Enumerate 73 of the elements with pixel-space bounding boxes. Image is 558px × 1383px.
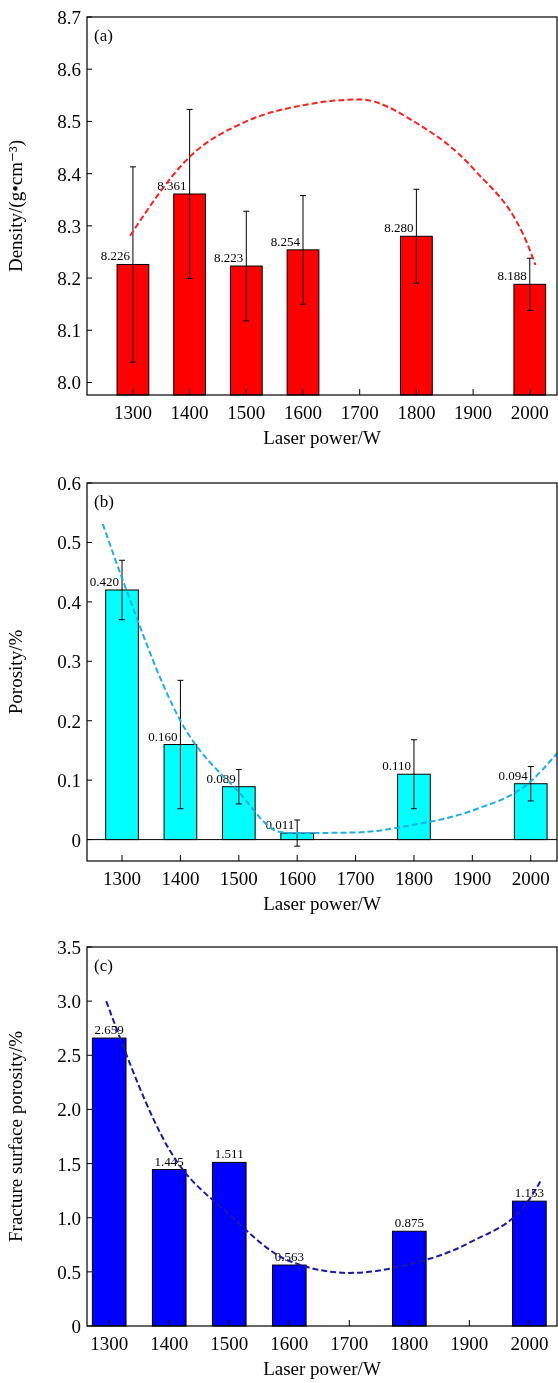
x-tick-label: 1800	[390, 1333, 429, 1354]
y-tick-label: 8.5	[57, 111, 81, 133]
y-tick-label: 8.0	[57, 372, 81, 394]
data-label: 1.511	[214, 1146, 244, 1162]
data-label: 0.094	[498, 767, 529, 783]
x-tick-label: 1600	[278, 868, 317, 889]
x-tick-label: 1900	[454, 402, 493, 423]
x-tick-label: 1600	[284, 402, 323, 423]
x-tick-label: 1300	[103, 868, 142, 889]
x-tick-label: 1800	[397, 402, 436, 423]
y-tick-label: 0.4	[57, 591, 82, 613]
data-label: 0.089	[206, 770, 236, 786]
annotation: (c)	[94, 956, 113, 975]
x-tick-label: 1300	[90, 1333, 129, 1354]
x-tick-label: 1400	[161, 868, 200, 889]
data-label: 0.011	[265, 817, 295, 833]
x-tick-label: 1700	[330, 1333, 369, 1354]
y-tick-label: 0.5	[57, 1261, 81, 1283]
x-tick-label: 1500	[210, 1333, 249, 1354]
data-label: 1.153	[514, 1185, 545, 1201]
x-tick-label: 1600	[270, 1333, 309, 1354]
y-tick-label: 8.7	[57, 7, 81, 28]
y-axis-title: Fracture surface porosity/%	[5, 1030, 26, 1243]
y-tick-label: 8.3	[57, 215, 81, 237]
annotation: (a)	[94, 26, 113, 45]
data-label: 0.420	[89, 573, 120, 589]
y-tick-label: 0.3	[57, 651, 81, 673]
data-label: 8.188	[497, 268, 527, 284]
data-label: 8.226	[100, 248, 131, 264]
x-axis-title: Laser power/W	[263, 427, 381, 448]
data-label: 2.659	[94, 1022, 124, 1038]
y-tick-label: 0.6	[57, 473, 81, 494]
annotation: (b)	[94, 492, 114, 511]
x-tick-label: 1700	[336, 868, 375, 889]
y-tick-label: 8.4	[57, 163, 82, 185]
y-tick-label: 8.2	[57, 268, 81, 290]
x-tick-label: 1400	[150, 1333, 189, 1354]
data-label: 8.223	[214, 250, 244, 266]
y-tick-label: 8.1	[57, 320, 81, 342]
y-tick-label: 0	[71, 829, 81, 851]
x-tick-label: 1800	[394, 868, 433, 889]
x-tick-label: 1500	[227, 402, 266, 423]
data-label: 0.875	[394, 1215, 424, 1231]
x-axis-title: Laser power/W	[263, 893, 381, 914]
y-axis-title: Density/(g•cm⁻³)	[5, 139, 27, 273]
data-label: 0.110	[382, 758, 411, 774]
data-label: 8.361	[157, 177, 187, 193]
y-tick-label: 3.0	[57, 991, 81, 1013]
y-axis-title: Porosity/%	[5, 629, 26, 715]
x-tick-label: 2000	[510, 1333, 549, 1354]
y-tick-label: 2.0	[57, 1099, 81, 1121]
y-tick-label: 0	[71, 1316, 81, 1337]
x-tick-label: 1400	[170, 402, 209, 423]
x-tick-label: 1700	[340, 402, 379, 423]
x-tick-label: 1900	[453, 868, 492, 889]
x-axis-title: Laser power/W	[263, 1358, 381, 1379]
y-tick-label: 0.1	[57, 770, 81, 792]
y-tick-label: 2.5	[57, 1045, 81, 1067]
y-tick-label: 3.5	[57, 937, 81, 958]
y-tick-label: 1.0	[57, 1207, 81, 1229]
y-tick-label: 8.6	[57, 59, 81, 81]
x-tick-label: 2000	[510, 402, 549, 423]
data-label: 1.445	[154, 1153, 184, 1169]
x-tick-label: 1900	[450, 1333, 489, 1354]
y-tick-label: 0.5	[57, 532, 81, 554]
x-tick-label: 1300	[113, 402, 152, 423]
data-label: 8.280	[384, 220, 414, 236]
y-tick-label: 1.5	[57, 1153, 81, 1175]
y-tick-label: 0.2	[57, 710, 81, 732]
x-tick-label: 2000	[511, 868, 550, 889]
x-tick-label: 1500	[219, 868, 258, 889]
data-label: 8.254	[270, 233, 301, 249]
data-label: 0.160	[148, 728, 178, 744]
